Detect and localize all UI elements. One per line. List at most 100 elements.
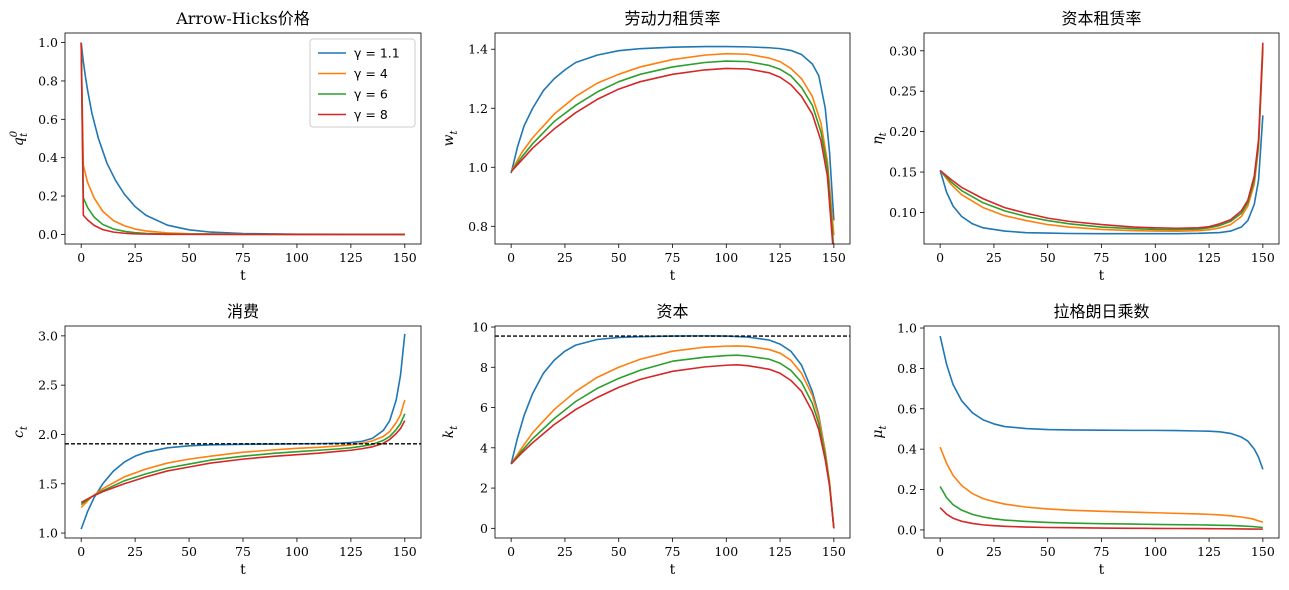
chart-title: Arrow-Hicks价格 bbox=[175, 9, 310, 28]
y-tick-label: 0.10 bbox=[889, 205, 917, 220]
x-tick-label: 125 bbox=[339, 544, 363, 559]
axes-frame bbox=[64, 325, 422, 539]
legend-entry: γ = 1.1 bbox=[354, 46, 400, 61]
series-line-1 bbox=[510, 335, 835, 529]
series-line-3 bbox=[510, 354, 835, 529]
y-tick-label: 8 bbox=[480, 360, 488, 375]
axes-frame bbox=[494, 32, 851, 245]
chart-panel-4: 消费 0 25 50 75 100 125 150 1.0 1.5 2.0 2.5 3.0 t ct bbox=[11, 302, 422, 578]
x-axis-label: t bbox=[670, 268, 676, 284]
x-tick-label: 50 bbox=[611, 250, 627, 265]
y-tick-label: 0.6 bbox=[38, 112, 58, 127]
y-tick-label: 2.5 bbox=[38, 378, 58, 393]
series-line-4 bbox=[80, 42, 405, 236]
x-tick-label: 0 bbox=[507, 250, 515, 265]
x-tick-label: 25 bbox=[986, 544, 1002, 559]
y-tick-label: 0.8 bbox=[468, 219, 488, 234]
y-tick-label: 0 bbox=[480, 521, 488, 536]
y-axis-label: μt bbox=[870, 424, 889, 438]
chart-panel-2: 劳动力租赁率 0 25 50 75 100 125 150 0.8 1.0 1.2 1.4 t wt bbox=[441, 9, 851, 284]
chart-title: 劳动力租赁率 bbox=[624, 9, 720, 28]
x-tick-label: 50 bbox=[1040, 250, 1056, 265]
x-tick-label: 25 bbox=[127, 250, 143, 265]
x-tick-label: 75 bbox=[665, 250, 681, 265]
x-tick-label: 100 bbox=[714, 250, 738, 265]
axes-frame bbox=[923, 32, 1280, 245]
chart-title: 拉格朗日乘数 bbox=[1053, 302, 1149, 321]
y-tick-label: 2 bbox=[480, 481, 488, 496]
legend-entry: γ = 8 bbox=[354, 107, 388, 122]
y-tick-label: 1.5 bbox=[38, 476, 58, 491]
series-line-1 bbox=[80, 333, 406, 530]
y-axis-label: ηt bbox=[870, 131, 889, 144]
series-line-2 bbox=[80, 399, 406, 508]
y-tick-label: 1.0 bbox=[38, 35, 58, 50]
series-line-4 bbox=[939, 42, 1264, 230]
chart-title: 资本 bbox=[656, 302, 688, 321]
x-tick-label: 50 bbox=[611, 544, 627, 559]
y-tick-label: 0.15 bbox=[889, 165, 917, 180]
series-line-1 bbox=[510, 45, 835, 221]
chart-panel-3: 资本租赁率 0 25 50 75 100 125 150 0.10 0.15 0.20 0.25 0.3… bbox=[870, 9, 1280, 284]
x-tick-label: 75 bbox=[235, 250, 251, 265]
series-line-4 bbox=[510, 67, 834, 244]
x-tick-label: 100 bbox=[1143, 544, 1167, 559]
y-axis-label: q0t bbox=[9, 130, 30, 146]
x-tick-label: 25 bbox=[986, 250, 1002, 265]
series-line-4 bbox=[939, 507, 1263, 530]
x-axis-label: t bbox=[240, 268, 246, 284]
x-tick-label: 125 bbox=[339, 250, 363, 265]
axes-frame bbox=[923, 325, 1280, 539]
y-tick-label: 1.0 bbox=[897, 321, 917, 336]
x-tick-label: 125 bbox=[768, 544, 792, 559]
y-tick-label: 1.4 bbox=[468, 42, 488, 57]
y-axis-label: wt bbox=[441, 130, 460, 147]
x-tick-label: 100 bbox=[1143, 250, 1167, 265]
chart-panel-5: 资本 0 25 50 75 100 125 150 0 2 4 6 8 10 t kt bbox=[441, 302, 851, 578]
legend: γ = 1.1 γ = 4 γ = 6 γ = 8 bbox=[309, 38, 416, 128]
y-tick-label: 0.0 bbox=[38, 227, 58, 242]
y-tick-label: 0.4 bbox=[897, 442, 917, 457]
x-axis-label: t bbox=[670, 562, 676, 578]
y-tick-label: 0.2 bbox=[38, 189, 58, 204]
y-tick-label: 1.0 bbox=[468, 160, 488, 175]
x-tick-label: 50 bbox=[181, 544, 197, 559]
chart-title: 消费 bbox=[227, 302, 259, 321]
x-tick-label: 150 bbox=[1251, 250, 1275, 265]
x-tick-label: 75 bbox=[1094, 544, 1110, 559]
series-line-3 bbox=[939, 46, 1264, 231]
x-tick-label: 0 bbox=[936, 250, 944, 265]
legend-entry: γ = 4 bbox=[354, 66, 388, 81]
y-tick-label: 3.0 bbox=[38, 328, 58, 343]
series-line-2 bbox=[510, 52, 835, 236]
axes-frame bbox=[494, 325, 851, 539]
x-axis-label: t bbox=[240, 562, 246, 578]
legend-box bbox=[309, 38, 416, 128]
x-tick-label: 125 bbox=[1197, 250, 1221, 265]
y-axis-label: ct bbox=[11, 425, 30, 438]
x-tick-label: 25 bbox=[557, 544, 573, 559]
series-line-2 bbox=[939, 50, 1264, 233]
y-tick-label: 1.0 bbox=[38, 526, 58, 541]
y-tick-label: 6 bbox=[480, 400, 488, 415]
x-tick-label: 150 bbox=[822, 250, 846, 265]
x-tick-label: 50 bbox=[181, 250, 197, 265]
y-axis-label: kt bbox=[441, 425, 460, 438]
x-tick-label: 150 bbox=[822, 544, 846, 559]
x-tick-label: 100 bbox=[285, 544, 309, 559]
x-axis-label: t bbox=[1099, 562, 1105, 578]
x-tick-label: 100 bbox=[285, 250, 309, 265]
series-line-4 bbox=[80, 420, 406, 504]
y-tick-label: 0.0 bbox=[897, 522, 917, 537]
series-line-4 bbox=[510, 364, 835, 529]
series-line-1 bbox=[939, 115, 1264, 235]
y-tick-label: 0.25 bbox=[889, 84, 917, 99]
x-tick-label: 150 bbox=[393, 250, 417, 265]
x-tick-label: 25 bbox=[557, 250, 573, 265]
x-tick-label: 75 bbox=[665, 544, 681, 559]
x-tick-label: 0 bbox=[77, 544, 85, 559]
x-tick-label: 125 bbox=[768, 250, 792, 265]
x-tick-label: 75 bbox=[235, 544, 251, 559]
x-axis-label: t bbox=[1099, 268, 1105, 284]
series-line-3 bbox=[510, 60, 835, 244]
